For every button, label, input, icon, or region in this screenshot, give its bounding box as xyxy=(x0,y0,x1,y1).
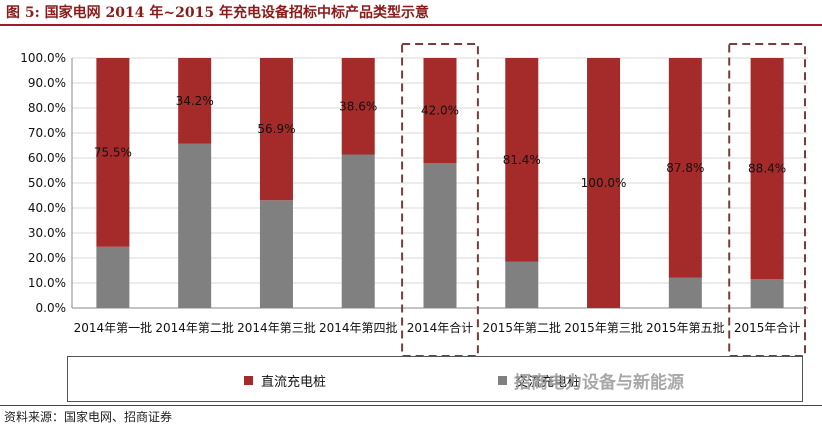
data-label: 34.2% xyxy=(176,94,214,108)
y-axis-ticks: 0.0% 10.0% 20.0% 30.0% 40.0% 50.0% 60.0% 70.0% 8… xyxy=(20,51,66,315)
y-tick-label: 50.0% xyxy=(28,176,66,190)
watermark: 招商电力设备与新能源 xyxy=(514,373,684,393)
legend-swatch-dc xyxy=(244,376,253,385)
x-tick-label: 2014年合计 xyxy=(407,320,474,335)
data-label: 87.8% xyxy=(666,161,704,175)
data-label: 81.4% xyxy=(503,153,541,167)
legend-label-dc: 直流充电桩 xyxy=(261,375,327,390)
data-label: 88.4% xyxy=(748,162,786,176)
data-label: 75.5% xyxy=(94,145,132,159)
bar-segment-dc xyxy=(668,58,702,278)
bar-segment-dc xyxy=(259,58,293,201)
footer-divider xyxy=(0,405,822,406)
legend-label-ac: 交流充电桩 xyxy=(515,375,581,390)
y-tick-label: 90.0% xyxy=(28,76,66,90)
bar-segment-ac xyxy=(505,261,539,308)
bar-segment-dc xyxy=(96,58,130,247)
bar-segment-dc xyxy=(750,58,784,279)
y-tick-label: 100.0% xyxy=(20,51,66,65)
bar-segment-ac xyxy=(750,279,784,308)
x-tick-label: 2015年合计 xyxy=(734,320,801,335)
data-label: 56.9% xyxy=(257,122,295,136)
y-tick-label: 60.0% xyxy=(28,151,66,165)
x-tick-label: 2014年第四批 xyxy=(319,320,398,335)
y-tick-label: 30.0% xyxy=(28,226,66,240)
bar-segment-ac xyxy=(341,154,375,308)
legend-item-dc: 直流充电桩 xyxy=(244,371,326,390)
legend: 直流充电桩 交流充电桩 xyxy=(67,356,803,402)
y-tick-label: 80.0% xyxy=(28,101,66,115)
x-tick-label: 2015年第五批 xyxy=(646,320,725,335)
stacked-bar-chart: 0.0% 10.0% 20.0% 30.0% 40.0% 50.0% 60.0% 70.0% 8… xyxy=(20,43,808,356)
data-label: 100.0% xyxy=(581,176,627,190)
y-tick-label: 20.0% xyxy=(28,251,66,265)
x-tick-label: 2014年第二批 xyxy=(155,320,234,335)
bars-layer xyxy=(96,58,784,308)
bar-segment-dc xyxy=(341,58,375,155)
x-tick-label: 2015年第三批 xyxy=(564,320,643,335)
x-tick-label: 2015年第二批 xyxy=(483,320,562,335)
bar-segment-ac xyxy=(96,246,130,308)
y-tick-label: 0.0% xyxy=(36,301,67,315)
bar-segment-dc xyxy=(423,58,457,163)
bar-segment-ac xyxy=(178,143,212,308)
bar-segment-dc xyxy=(178,58,212,144)
y-tick-label: 10.0% xyxy=(28,276,66,290)
bar-segment-dc xyxy=(505,58,539,262)
bar-segment-ac xyxy=(423,163,457,308)
bar-segment-ac xyxy=(668,277,702,308)
data-label: 38.6% xyxy=(339,99,377,113)
data-labels-layer: 75.5% 34.2% 56.9% 38.6% 42.0% 81.4% 100.0% 87.8… xyxy=(94,94,786,190)
source-note: 资料来源：国家电网、招商证券 xyxy=(4,410,173,424)
y-tick-label: 40.0% xyxy=(28,201,66,215)
x-tick-label: 2014年第三批 xyxy=(237,320,316,335)
bar-segment-ac xyxy=(259,200,293,308)
x-tick-label: 2014年第一批 xyxy=(74,320,153,335)
y-tick-label: 70.0% xyxy=(28,126,66,140)
data-label: 42.0% xyxy=(421,104,459,118)
legend-swatch-ac xyxy=(498,376,507,385)
bar-segment-dc xyxy=(587,58,621,308)
legend-item-ac: 交流充电桩 xyxy=(498,371,580,390)
x-axis-ticks: 2014年第一批 2014年第二批 2014年第三批 2014年第四批 2014年合计 2… xyxy=(74,320,801,335)
figure-title: 图 5: 国家电网 2014 年~2015 年充电设备招标中标产品类型示意 xyxy=(6,5,429,21)
title-divider xyxy=(0,24,822,26)
